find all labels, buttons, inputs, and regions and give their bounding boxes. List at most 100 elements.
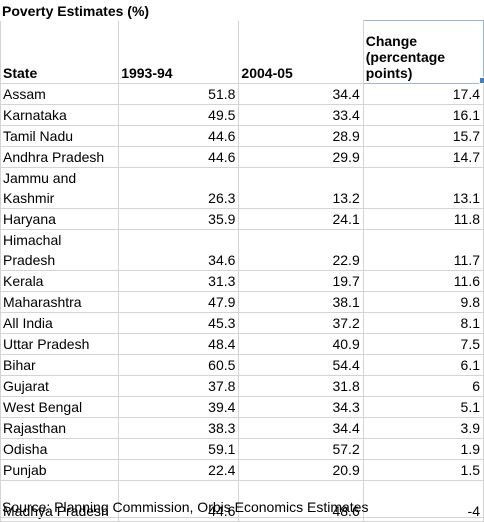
table-row: West Bengal 39.4 34.3 5.1 bbox=[0, 396, 484, 418]
cell-change[interactable]: 17.4 bbox=[362, 83, 484, 105]
cell-2004-05[interactable]: 38.1 bbox=[238, 291, 364, 313]
cell-state[interactable]: Andhra Pradesh bbox=[0, 146, 120, 168]
table-row: Uttar Pradesh 48.4 40.9 7.5 bbox=[0, 333, 484, 355]
cell-2004-05[interactable]: 33.4 bbox=[238, 104, 364, 126]
cell-state[interactable]: Karnataka bbox=[0, 104, 120, 126]
cell-1993-94[interactable]: 35.9 bbox=[118, 208, 240, 230]
cell-2004-05[interactable]: 57.2 bbox=[238, 438, 364, 460]
cell-change[interactable]: 11.6 bbox=[362, 270, 484, 292]
cell-1993-94[interactable]: 47.9 bbox=[118, 291, 240, 313]
cell-state[interactable]: All India bbox=[0, 312, 120, 334]
cell-1993-94[interactable]: 51.8 bbox=[118, 83, 240, 105]
source-note[interactable]: Source: Planning Commission, Orbis Econo… bbox=[2, 499, 369, 515]
cell-state[interactable]: Punjab bbox=[0, 459, 120, 481]
cell-1993-94[interactable]: 45.3 bbox=[118, 312, 240, 334]
table-row: Karnataka 49.5 33.4 16.1 bbox=[0, 104, 484, 126]
header-2004-05[interactable]: 2004-05 bbox=[238, 20, 364, 84]
cell-state[interactable]: Kerala bbox=[0, 270, 120, 292]
cell-1993-94[interactable]: 22.4 bbox=[118, 459, 240, 481]
cell-2004-05[interactable]: 34.3 bbox=[238, 396, 364, 418]
cell-state[interactable]: Rajasthan bbox=[0, 417, 120, 439]
cell-change[interactable]: 11.8 bbox=[362, 208, 484, 230]
cell-1993-94[interactable]: 38.3 bbox=[118, 417, 240, 439]
table-row: Tamil Nadu 44.6 28.9 15.7 bbox=[0, 125, 484, 147]
table-row: Odisha 59.1 57.2 1.9 bbox=[0, 438, 484, 460]
cell-state[interactable]: Himachal Pradesh bbox=[0, 229, 120, 271]
table-row: Bihar 60.5 54.4 6.1 bbox=[0, 354, 484, 376]
cell-change[interactable]: 6.1 bbox=[362, 354, 484, 376]
cell-state[interactable]: Haryana bbox=[0, 208, 120, 230]
cell-1993-94[interactable]: 59.1 bbox=[118, 438, 240, 460]
cell-change[interactable]: 16.1 bbox=[362, 104, 484, 126]
cell-change[interactable]: 9.8 bbox=[362, 291, 484, 313]
cell-state[interactable]: Gujarat bbox=[0, 375, 120, 397]
cell-change[interactable]: 14.7 bbox=[362, 146, 484, 168]
cell-1993-94[interactable]: 37.8 bbox=[118, 375, 240, 397]
cell-2004-05[interactable]: 34.4 bbox=[238, 83, 364, 105]
table-row: Punjab 22.4 20.9 1.5 bbox=[0, 459, 484, 481]
cell-state[interactable]: West Bengal bbox=[0, 396, 120, 418]
table-row: Kerala 31.3 19.7 11.6 bbox=[0, 270, 484, 292]
cell-2004-05[interactable]: 13.2 bbox=[238, 167, 364, 209]
bottom-gridline bbox=[0, 517, 484, 518]
cell-state[interactable]: Bihar bbox=[0, 354, 120, 376]
cell-2004-05[interactable]: 24.1 bbox=[238, 208, 364, 230]
cell-change[interactable]: 13.1 bbox=[362, 167, 484, 209]
cell-2004-05[interactable]: 29.9 bbox=[238, 146, 364, 168]
table-row: Haryana 35.9 24.1 11.8 bbox=[0, 208, 484, 230]
cell-change[interactable]: 3.9 bbox=[362, 417, 484, 439]
header-1993-94[interactable]: 1993-94 bbox=[118, 20, 240, 84]
table-row: Himachal Pradesh 34.6 22.9 11.7 bbox=[0, 229, 484, 271]
cell-2004-05[interactable]: 28.9 bbox=[238, 125, 364, 147]
header-change[interactable]: Change (percentage points) bbox=[362, 20, 484, 84]
cell-state[interactable]: Maharashtra bbox=[0, 291, 120, 313]
cell-change[interactable]: 11.7 bbox=[362, 229, 484, 271]
cell-2004-05[interactable]: 40.9 bbox=[238, 333, 364, 355]
cell-1993-94[interactable]: 44.6 bbox=[118, 480, 240, 522]
cell-2004-05[interactable]: 37.2 bbox=[238, 312, 364, 334]
cell-1993-94[interactable]: 26.3 bbox=[118, 167, 240, 209]
cell-state[interactable]: Tamil Nadu bbox=[0, 125, 120, 147]
cell-change[interactable]: 15.7 bbox=[362, 125, 484, 147]
cell-change[interactable]: 6 bbox=[362, 375, 484, 397]
cell-2004-05[interactable]: 22.9 bbox=[238, 229, 364, 271]
cell-1993-94[interactable]: 48.4 bbox=[118, 333, 240, 355]
table-row: Assam 51.8 34.4 17.4 bbox=[0, 83, 484, 105]
poverty-table: State 1993-94 2004-05 Change (percentage… bbox=[0, 20, 484, 522]
selection-fill-handle[interactable] bbox=[479, 77, 484, 84]
cell-2004-05[interactable]: 31.8 bbox=[238, 375, 364, 397]
cell-2004-05[interactable]: 34.4 bbox=[238, 417, 364, 439]
cell-state[interactable]: Assam bbox=[0, 83, 120, 105]
cell-change[interactable]: 1.9 bbox=[362, 438, 484, 460]
cell-1993-94[interactable]: 31.3 bbox=[118, 270, 240, 292]
cell-change[interactable]: 1.5 bbox=[362, 459, 484, 481]
table-row: Jammu and Kashmir 26.3 13.2 13.1 bbox=[0, 167, 484, 209]
cell-state[interactable]: Madhya Pradesh bbox=[0, 480, 120, 522]
cell-change[interactable]: 7.5 bbox=[362, 333, 484, 355]
cell-1993-94[interactable]: 44.6 bbox=[118, 146, 240, 168]
header-state[interactable]: State bbox=[0, 20, 120, 84]
cell-1993-94[interactable]: 39.4 bbox=[118, 396, 240, 418]
cell-change[interactable]: -4 bbox=[362, 480, 484, 522]
table-row: Gujarat 37.8 31.8 6 bbox=[0, 375, 484, 397]
cell-1993-94[interactable]: 34.6 bbox=[118, 229, 240, 271]
table-row: Rajasthan 38.3 34.4 3.9 bbox=[0, 417, 484, 439]
cell-state[interactable]: Jammu and Kashmir bbox=[0, 167, 120, 209]
table-row: All India 45.3 37.2 8.1 bbox=[0, 312, 484, 334]
cell-state[interactable]: Odisha bbox=[0, 438, 120, 460]
cell-1993-94[interactable]: 44.6 bbox=[118, 125, 240, 147]
cell-2004-05[interactable]: 19.7 bbox=[238, 270, 364, 292]
header-row: State 1993-94 2004-05 Change (percentage… bbox=[0, 20, 484, 84]
cell-change[interactable]: 8.1 bbox=[362, 312, 484, 334]
table-row: Andhra Pradesh 44.6 29.9 14.7 bbox=[0, 146, 484, 168]
table-row: Maharashtra 47.9 38.1 9.8 bbox=[0, 291, 484, 313]
table-row: Madhya Pradesh 44.6 48.6 -4 bbox=[0, 480, 484, 522]
cell-1993-94[interactable]: 49.5 bbox=[118, 104, 240, 126]
cell-1993-94[interactable]: 60.5 bbox=[118, 354, 240, 376]
table-title[interactable]: Poverty Estimates (%) bbox=[2, 3, 150, 19]
cell-2004-05[interactable]: 20.9 bbox=[238, 459, 364, 481]
cell-state[interactable]: Uttar Pradesh bbox=[0, 333, 120, 355]
cell-2004-05[interactable]: 54.4 bbox=[238, 354, 364, 376]
cell-change[interactable]: 5.1 bbox=[362, 396, 484, 418]
